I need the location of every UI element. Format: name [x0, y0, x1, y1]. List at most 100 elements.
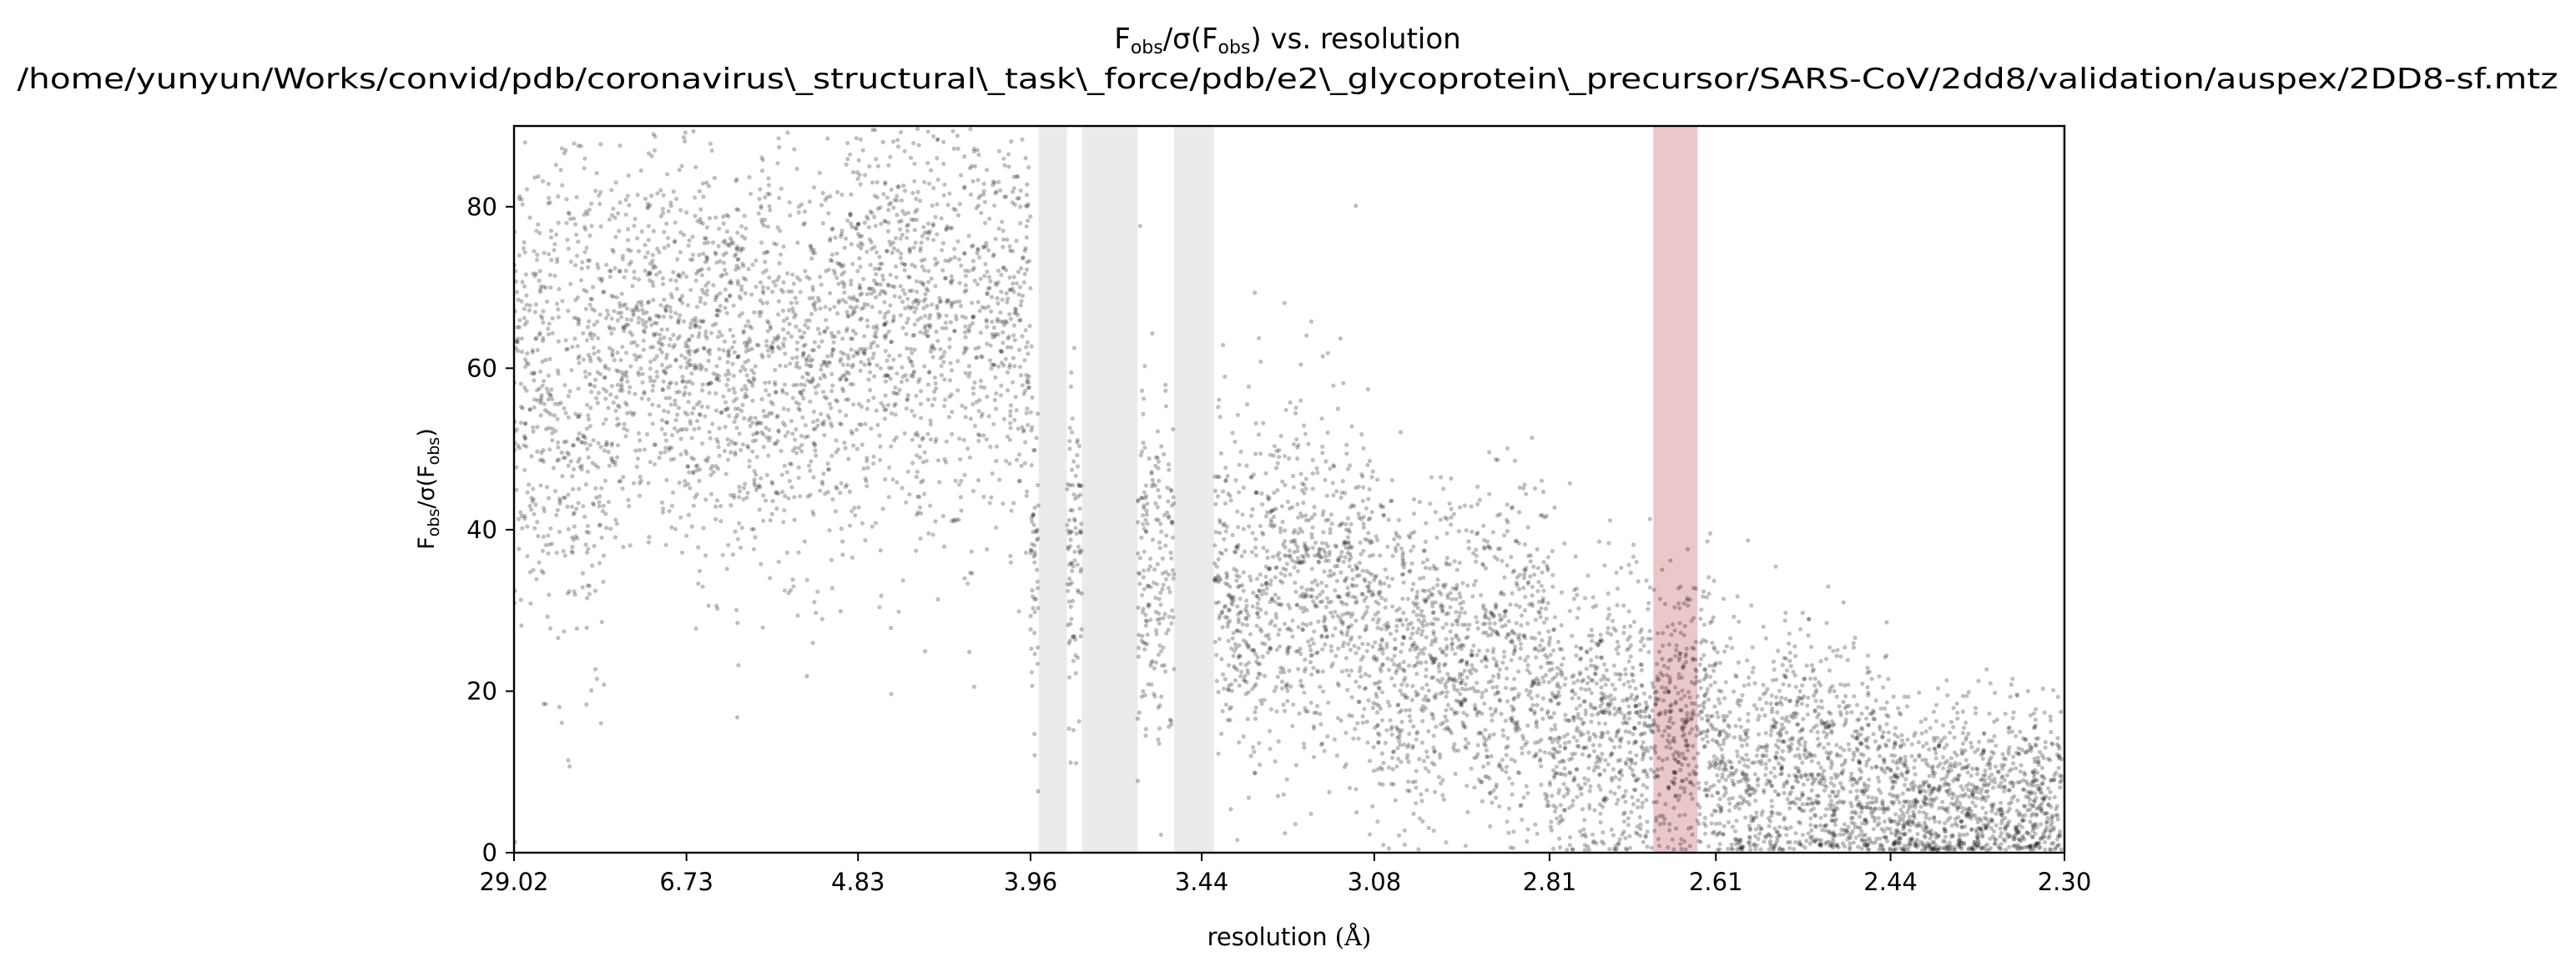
data-point [568, 216, 573, 221]
data-point [646, 397, 651, 402]
data-point [1328, 466, 1333, 471]
data-point [663, 355, 669, 360]
data-point [839, 422, 844, 427]
data-point [586, 325, 591, 330]
data-point [980, 305, 985, 310]
data-point [1067, 446, 1072, 451]
data-point [1027, 259, 1032, 264]
data-point [556, 636, 561, 641]
data-point [1372, 654, 1377, 659]
data-point [1026, 385, 1031, 390]
data-point [642, 391, 647, 396]
data-point [994, 189, 999, 194]
data-point [1412, 647, 1418, 652]
data-point [1505, 744, 1510, 749]
data-point [1079, 530, 1084, 535]
data-point [684, 426, 689, 432]
data-point [770, 346, 775, 351]
data-point [678, 452, 683, 457]
data-point [860, 242, 865, 247]
data-point [1070, 561, 1075, 566]
data-point [1141, 513, 1146, 518]
data-point [763, 380, 768, 385]
data-point [1422, 548, 1427, 553]
data-point [563, 148, 568, 153]
data-point [1480, 690, 1485, 696]
data-point [648, 261, 653, 266]
data-point [1298, 652, 1303, 657]
data-point [1142, 549, 1147, 554]
data-point [548, 526, 553, 531]
data-point [890, 139, 896, 144]
data-point [689, 436, 694, 441]
data-point [1338, 594, 1343, 600]
data-point [1260, 502, 1265, 507]
data-point [546, 551, 551, 556]
data-point [870, 128, 875, 133]
data-point [1013, 307, 1018, 312]
data-point [931, 185, 936, 190]
data-point [824, 395, 829, 400]
data-point [1330, 481, 1335, 486]
data-point [710, 463, 715, 469]
data-point [974, 400, 979, 405]
data-point [1505, 446, 1510, 451]
data-point [534, 257, 540, 262]
data-point [819, 421, 824, 426]
data-point [865, 318, 870, 323]
data-point [1494, 785, 1499, 790]
data-point [757, 507, 762, 512]
data-point [1243, 673, 1248, 679]
data-point [825, 490, 830, 495]
data-point [1228, 498, 1233, 503]
data-point [988, 445, 993, 450]
data-point [676, 405, 682, 410]
data-point [1164, 510, 1170, 515]
data-point [863, 173, 868, 178]
data-point [751, 375, 756, 380]
data-point [680, 294, 685, 299]
data-point [1024, 345, 1029, 350]
data-point [592, 502, 597, 507]
data-point [619, 378, 624, 383]
data-point [660, 386, 665, 392]
data-point [1397, 735, 1402, 740]
data-point [1285, 647, 1290, 652]
data-point [1508, 602, 1513, 607]
data-point [630, 332, 635, 337]
data-point [750, 449, 755, 454]
data-point [1546, 715, 1552, 720]
data-point [514, 290, 520, 295]
data-point [565, 504, 570, 510]
data-point [1477, 497, 1482, 502]
data-point [993, 406, 999, 411]
data-point [1489, 632, 1494, 637]
data-point [930, 221, 935, 227]
data-point [1296, 667, 1301, 672]
data-point [576, 386, 581, 391]
data-point [1325, 544, 1330, 549]
data-point [1470, 667, 1475, 672]
data-point [975, 148, 980, 153]
data-point [620, 373, 625, 378]
data-point [541, 447, 546, 453]
data-point [1389, 477, 1394, 483]
data-point [1469, 504, 1474, 509]
data-point [1255, 611, 1260, 616]
data-point [925, 334, 930, 339]
data-point [1302, 559, 1307, 565]
data-point [1323, 459, 1328, 464]
data-point [697, 400, 702, 405]
data-point [1225, 615, 1230, 620]
data-point [1481, 631, 1486, 636]
data-point [1150, 477, 1155, 482]
data-point [554, 232, 559, 237]
data-point [821, 471, 826, 476]
data-point [1462, 610, 1467, 616]
data-point [1443, 582, 1448, 587]
data-point [547, 426, 552, 431]
data-point [900, 325, 905, 330]
data-point [1381, 843, 1386, 848]
data-point [1032, 505, 1037, 511]
data-point [802, 330, 807, 335]
